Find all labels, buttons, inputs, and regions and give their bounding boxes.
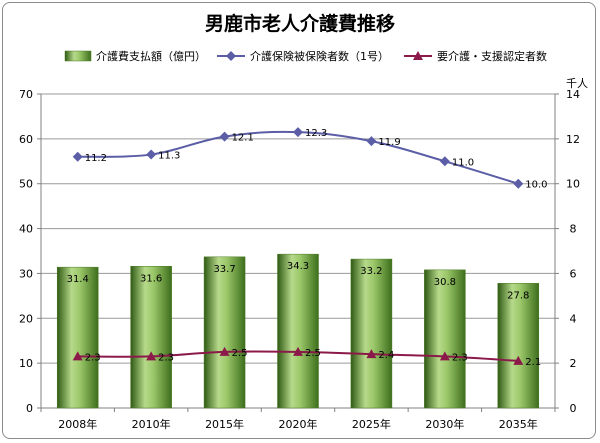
bar-value-label: 33.7 (213, 264, 235, 275)
bar-value-label: 33.2 (360, 266, 382, 277)
line-value-label: 2.3 (452, 352, 468, 363)
triangle-marker (146, 351, 157, 361)
legend-diamond-marker (226, 51, 236, 61)
diamond-marker (72, 151, 83, 162)
bar-series (56, 253, 540, 409)
line-value-label: 2.5 (232, 348, 248, 359)
diamond-marker (293, 127, 303, 138)
triangle-marker (366, 349, 377, 359)
triangle-marker (293, 346, 303, 356)
data-labels: 31.4 31.6 33.7 34.3 33.2 30.8 27.8 11.2 11.3 12.1… (67, 128, 548, 368)
line-value-label: 10.0 (525, 180, 547, 191)
legend-insured-label: 介護保険被保険者数（1号） (250, 49, 389, 63)
left-tick-label: 70 (19, 88, 33, 101)
legend-bar-label: 介護費支払額（億円） (96, 49, 206, 63)
x-tick-label: 2035年 (499, 417, 538, 431)
line-value-label: 11.2 (85, 153, 107, 164)
legend: 介護費支払額（億円） 介護保険被保険者数（1号） 要介護・支援認定者数 (64, 49, 547, 63)
x-tick-label: 2010年 (132, 417, 171, 431)
bar-value-label: 27.8 (507, 290, 529, 301)
line-value-label: 11.3 (158, 151, 180, 162)
triangle-marker (72, 351, 83, 361)
left-tick-label: 60 (19, 133, 33, 146)
line-value-label: 11.0 (452, 157, 474, 168)
x-tick-label: 2015年 (205, 417, 244, 431)
right-axis-unit: 千人 (566, 77, 588, 90)
bar (350, 258, 393, 409)
right-tick-label: 8 (570, 223, 577, 236)
x-tick-label: 2008年 (58, 417, 97, 431)
legend-bar-swatch (64, 50, 92, 62)
chart-title: 男鹿市老人介護費推移 (205, 12, 395, 35)
legend-certified-label: 要介護・支援認定者数 (437, 49, 547, 63)
diamond-marker (146, 149, 157, 160)
bar-value-label: 30.8 (434, 277, 456, 288)
right-tick-label: 0 (570, 402, 577, 415)
right-tick-label: 12 (566, 133, 580, 146)
left-tick-label: 10 (19, 357, 33, 370)
bar (56, 266, 99, 409)
right-tick-label: 6 (570, 267, 577, 280)
triangle-marker (439, 351, 450, 361)
line-series (72, 127, 524, 365)
diamond-marker (219, 131, 230, 142)
line-value-label: 2.3 (85, 352, 101, 363)
line-value-label: 12.1 (232, 133, 254, 144)
bar (130, 266, 172, 409)
line-value-label: 2.1 (525, 357, 541, 368)
bar-value-label: 31.6 (140, 273, 162, 284)
right-tick-label: 4 (570, 312, 577, 325)
line-value-label: 12.3 (305, 128, 327, 139)
left-tick-label: 30 (19, 267, 33, 280)
left-tick-label: 40 (19, 223, 33, 236)
axes: 0 10 20 30 40 50 60 70 0 2 4 6 8 10 12 14 2008年 2010年 2015… (19, 88, 580, 431)
line-value-label: 2.5 (305, 348, 321, 359)
bar (203, 256, 246, 409)
diamond-marker (513, 178, 524, 189)
diamond-marker (366, 136, 377, 147)
bar (424, 269, 466, 409)
line-value-label: 2.4 (378, 350, 394, 361)
bar (497, 283, 540, 409)
right-tick-label: 14 (566, 88, 580, 101)
left-tick-label: 50 (19, 178, 33, 191)
bar (277, 253, 319, 409)
right-tick-label: 2 (570, 357, 577, 370)
bar-value-label: 31.4 (67, 274, 89, 285)
bar-value-label: 34.3 (287, 261, 309, 272)
triangle-marker (513, 355, 524, 365)
line-value-label: 11.9 (378, 137, 400, 148)
left-tick-label: 0 (26, 402, 33, 415)
x-tick-label: 2020年 (279, 417, 318, 431)
legend-triangle-marker (413, 51, 423, 60)
x-tick-label: 2025年 (352, 417, 391, 431)
line-value-label: 2.3 (158, 352, 174, 363)
right-tick-label: 10 (566, 178, 580, 191)
left-tick-label: 20 (19, 312, 33, 325)
x-tick-label: 2030年 (425, 417, 464, 431)
gridlines (41, 93, 555, 364)
diamond-marker (439, 156, 450, 167)
triangle-marker (219, 346, 230, 356)
